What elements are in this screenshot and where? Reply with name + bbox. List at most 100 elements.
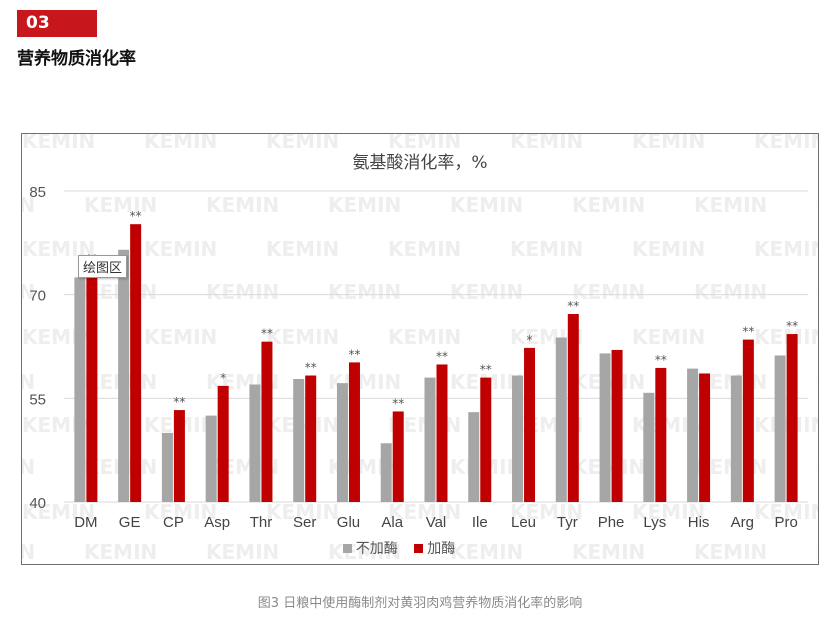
watermark-text: KEMIN — [450, 280, 523, 304]
bar-enzyme — [742, 339, 754, 502]
x-tick-label: Val — [426, 514, 447, 531]
y-tick-label: 55 — [29, 391, 46, 408]
watermark-text: KEMIN — [22, 500, 95, 524]
section-title: 营养物质消化率 — [17, 49, 136, 69]
bar-enzyme — [86, 267, 98, 502]
watermark-text: KEMIN — [22, 280, 35, 304]
bar-enzyme — [130, 224, 142, 502]
watermark-text: KEMIN — [510, 500, 583, 524]
significance-label: ** — [786, 319, 798, 333]
bar-enzyme — [480, 377, 492, 502]
watermark-text: KEMIN — [266, 325, 339, 349]
watermark-text: KEMIN — [694, 193, 767, 217]
bar-no-enzyme — [643, 392, 655, 502]
legend-label: 不加酶 — [355, 541, 398, 557]
watermark-text: KEMIN — [328, 540, 401, 564]
y-tick-label: 70 — [29, 288, 46, 305]
bar-no-enzyme — [599, 353, 611, 502]
watermark-text: KEMIN — [632, 500, 705, 524]
bar-enzyme — [655, 367, 667, 502]
watermark-text: KEMIN — [388, 134, 461, 153]
watermark-text: KEMIN — [450, 540, 523, 564]
x-tick-label: Pro — [774, 514, 797, 531]
x-tick-label: DM — [74, 514, 97, 531]
bar-no-enzyme — [336, 383, 348, 502]
watermark-text: KEMIN — [816, 280, 819, 304]
plot-area-tooltip: 绘图区 — [78, 255, 128, 278]
bar-enzyme — [173, 410, 185, 502]
watermark-text: KEMIN — [816, 370, 819, 394]
bar-enzyme — [524, 347, 536, 502]
legend-swatch — [342, 544, 352, 553]
watermark-text: KEMIN — [754, 237, 819, 261]
bar-no-enzyme — [468, 412, 480, 502]
watermark-text: KEMIN — [632, 237, 705, 261]
x-tick-label: CP — [163, 514, 184, 531]
x-tick-label: Phe — [598, 514, 625, 531]
watermark-text: KEMIN — [388, 500, 461, 524]
bar-enzyme — [348, 362, 360, 502]
bar-enzyme — [261, 341, 273, 502]
x-tick-label: Arg — [731, 514, 754, 531]
watermark-text: KEMIN — [22, 455, 35, 479]
bar-no-enzyme — [74, 277, 86, 502]
chart-legend: 不加酶 加酶 — [0, 538, 798, 558]
watermark-text: KEMIN — [510, 134, 583, 153]
x-tick-label: Lys — [643, 514, 666, 531]
significance-label: ** — [742, 325, 754, 339]
watermark-text: KEMIN — [266, 237, 339, 261]
significance-label: * — [220, 371, 226, 385]
watermark-text: KEMIN — [84, 540, 157, 564]
significance-label: ** — [436, 349, 448, 363]
significance-label: ** — [392, 396, 404, 410]
legend-label: 加酶 — [427, 541, 456, 557]
watermark-text: KEMIN — [694, 540, 767, 564]
watermark-text: KEMIN — [754, 500, 819, 524]
significance-label: ** — [173, 395, 185, 409]
watermark-text: KEMIN — [754, 413, 819, 437]
bar-no-enzyme — [730, 375, 742, 502]
watermark-text: KEMIN — [206, 193, 279, 217]
watermark-text: KEMIN — [22, 540, 35, 564]
x-tick-label: GE — [119, 514, 141, 531]
x-tick-label: His — [688, 514, 710, 531]
watermark-text: KEMIN — [328, 193, 401, 217]
bar-enzyme — [217, 385, 229, 502]
watermark-text: KEMIN — [388, 237, 461, 261]
watermark-text: KEMIN — [388, 325, 461, 349]
bar-no-enzyme — [293, 378, 305, 502]
x-tick-label: Ser — [293, 514, 316, 531]
significance-label: * — [527, 333, 533, 347]
bar-no-enzyme — [380, 443, 392, 502]
watermark-text: KEMIN — [22, 370, 35, 394]
watermark-text: KEMIN — [84, 193, 157, 217]
legend-item-series-2[interactable]: 加酶 — [414, 538, 455, 558]
bar-enzyme — [436, 364, 448, 502]
section-number-badge: 03 — [17, 10, 97, 37]
watermark-text: KEMIN — [22, 193, 35, 217]
bar-enzyme — [611, 349, 623, 502]
watermark-text: KEMIN — [816, 540, 819, 564]
watermark-text: KEMIN — [754, 134, 819, 153]
watermark-text: KEMIN — [144, 325, 217, 349]
watermark-text: KEMIN — [572, 193, 645, 217]
watermark-text: KEMIN — [572, 540, 645, 564]
significance-label: ** — [261, 327, 273, 341]
x-tick-label: Asp — [204, 514, 230, 531]
legend-swatch — [414, 544, 424, 553]
watermark-text: KEMIN — [816, 455, 819, 479]
bar-no-enzyme — [424, 377, 436, 502]
legend-item-series-1[interactable]: 不加酶 — [342, 538, 398, 558]
bar-no-enzyme — [118, 249, 130, 502]
significance-label: ** — [305, 361, 317, 375]
y-tick-label: 40 — [29, 495, 46, 512]
watermark-text: KEMIN — [206, 540, 279, 564]
significance-label: ** — [348, 347, 360, 361]
significance-label: ** — [480, 363, 492, 377]
x-tick-label: Ile — [472, 514, 488, 531]
bar-chart: KEMIN KEMIN KEMIN KEMIN KEMIN KEMIN KEMIN KEMIN… — [22, 134, 819, 564]
watermark-text: KEMIN — [266, 500, 339, 524]
x-tick-label: Ala — [381, 514, 403, 531]
watermark-text: KEMIN — [266, 134, 339, 153]
watermark-text: KEMIN — [144, 134, 217, 153]
